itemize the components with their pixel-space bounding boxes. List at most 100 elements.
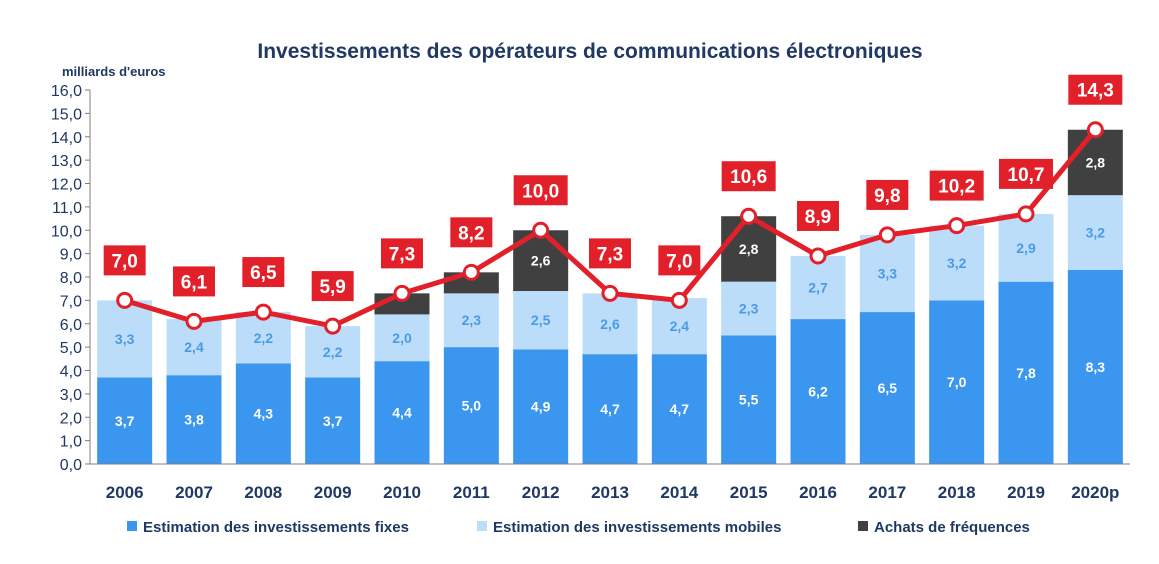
bar-segment-mobile [790,255,846,320]
y-tick-label: 15,0 [51,106,82,123]
x-tick-label: 2014 [660,483,698,502]
bar-segment-mobile [513,291,569,350]
total-line-group: 7,0 6,1 6,5 5,9 7,3 8,2 10,0 7,3 7,0 10,6 8,9 9,8 10… [103,74,1123,335]
x-tick-label: 2010 [383,483,421,502]
total-label: 7,0 [666,251,692,272]
bar-segment-fixed [374,361,430,464]
total-point [185,312,203,330]
total-point [393,284,411,302]
bar-segment-fixed [443,347,499,464]
bar-value-label: 2,8 [1086,154,1106,170]
bar-segment-mobile [929,225,985,301]
total-label-box [1068,74,1123,105]
bar-value-label: 2,6 [600,316,620,332]
bar-value-label: 2,3 [739,301,759,317]
total-label-box [242,257,285,288]
total-point [948,217,966,235]
y-tick-label: 0,0 [60,457,82,474]
x-tick-label: 2009 [314,483,352,502]
bar-segment-mobile [582,293,638,355]
bar-segment-mobile [443,293,499,348]
bar-value-label: 2,0 [392,330,412,346]
x-tick-label: 2019 [1007,483,1045,502]
y-tick-label: 5,0 [60,340,82,357]
bar-value-label: 8,3 [1086,359,1106,375]
y-tick-label: 16,0 [51,83,82,100]
legend-label: Achats de fréquences [874,519,1030,536]
x-tick-label: 2007 [175,483,213,502]
bar-segment-mobile [374,314,430,362]
legend-label: Estimation des investissements fixes [143,519,409,536]
bar-segment-mobile [859,234,915,313]
bar-value-label: 2,4 [670,318,690,334]
bar-value-label: 3,3 [878,265,898,281]
bar-value-label: 2,5 [531,312,551,328]
total-label-box [866,179,909,210]
total-label: 5,9 [319,277,345,298]
y-tick-label: 7,0 [60,293,82,310]
y-tick-label: 11,0 [52,200,82,217]
y-tick-label: 12,0 [51,177,82,194]
bar-value-label: 6,2 [808,384,828,400]
total-point [601,284,619,302]
y-tick-label: 4,0 [60,364,82,381]
bar-segment-fixed [305,377,361,464]
total-label: 8,9 [805,207,831,228]
bar-value-label: 5,5 [739,392,759,408]
bar-value-label: 3,7 [115,413,135,429]
bar-value-label: 4,7 [600,401,620,417]
total-label-box [999,158,1053,189]
y-axis-label: milliards d'euros [62,64,166,79]
bar-segment-mobile [235,312,291,364]
bar-segment-fixed [721,335,777,464]
y-tick-label: 9,0 [60,247,82,264]
bar-segment-mobile [721,281,777,336]
bar-value-label: 4,4 [392,405,412,421]
legend: Estimation des investissements fixes Esti… [127,519,1030,536]
x-tick-label: 2020p [1071,483,1119,502]
bar-value-label: 2,2 [323,344,343,360]
bar-value-label: 3,3 [115,331,135,347]
total-point [878,226,896,244]
bar-value-label: 4,9 [531,399,551,415]
total-label: 6,5 [250,263,277,284]
bar-value-label: 4,3 [254,406,274,422]
total-label-box [929,170,984,201]
bar-value-label: 4,7 [670,401,690,417]
bar-value-label: 3,7 [323,413,343,429]
total-label-box [658,245,701,276]
bar-value-label: 2,3 [462,312,482,328]
total-label: 14,3 [1077,81,1114,102]
total-point [462,263,480,281]
total-label: 6,1 [181,272,208,293]
bar-value-label: 2,9 [1016,240,1036,256]
total-point [116,291,134,309]
bar-segment-mobile [1067,195,1123,270]
y-tick-label: 10,0 [51,223,82,240]
total-point [670,291,688,309]
bar-segment-fixed [998,281,1054,464]
y-tick-label: 2,0 [60,410,82,427]
bar-value-label: 5,0 [462,398,482,414]
legend-label: Estimation des investissements mobiles [493,519,781,536]
total-label-box [381,238,423,269]
bar-value-label: 3,8 [184,412,204,428]
x-axis: 2006 2007 2008 2009 2010 2011 2012 2013 2014 2015… [90,463,1130,502]
bar-value-label: 3,2 [1086,225,1106,241]
x-tick-label: 2012 [522,483,560,502]
total-point [1086,121,1104,139]
y-tick-label: 6,0 [60,317,82,334]
bar-value-label: 6,5 [878,380,898,396]
x-tick-label: 2016 [799,483,837,502]
total-label: 9,8 [874,186,900,207]
bar-segment-fixed [1067,269,1123,464]
y-tick-label: 13,0 [51,153,82,170]
bar-segment-mobile [305,326,361,378]
bar-value-label: 3,2 [947,255,967,271]
bar-value-label: 2,2 [254,330,274,346]
total-point [254,303,272,321]
y-axis: 0,0 1,0 2,0 3,0 4,0 5,0 6,0 7,0 8,0 9,0 10,0 11,0 12… [51,83,91,474]
bar-value-label: 2,7 [808,280,828,296]
